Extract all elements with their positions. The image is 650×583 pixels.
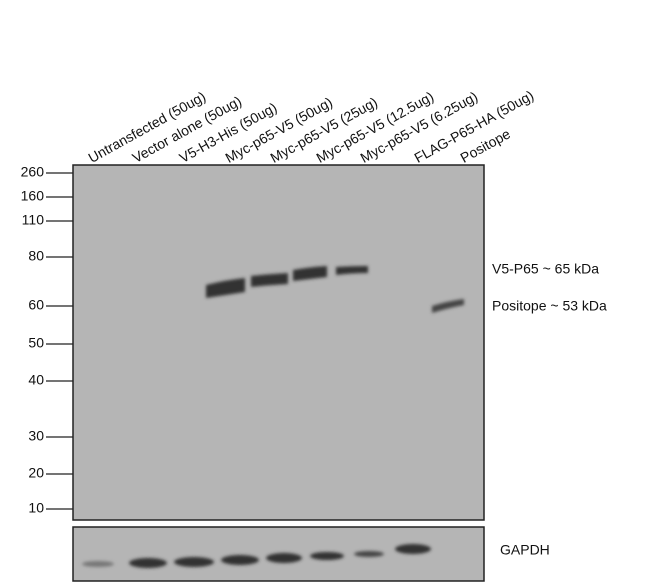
annotation: Positope ~ 53 kDa (492, 298, 607, 314)
band (395, 544, 431, 554)
marker-label: 260 (21, 164, 45, 180)
marker-label: 30 (28, 428, 44, 444)
band (251, 273, 288, 287)
marker-label: 160 (21, 188, 45, 204)
band (206, 278, 245, 298)
marker-label: 50 (28, 335, 44, 351)
band (266, 553, 302, 563)
band (129, 558, 167, 568)
band (310, 552, 344, 560)
band (336, 266, 368, 275)
band (221, 555, 259, 565)
marker-label: 80 (28, 248, 44, 264)
bands (82, 266, 464, 568)
marker-label: 110 (22, 212, 45, 228)
marker-label: 40 (28, 372, 44, 388)
band (82, 561, 114, 567)
band (432, 299, 464, 313)
band (174, 557, 214, 567)
marker-label: 20 (28, 465, 44, 481)
annotation: V5-P65 ~ 65 kDa (492, 261, 599, 277)
main-blot (72, 164, 485, 521)
marker-label: 60 (28, 297, 44, 313)
marker-label: 10 (28, 500, 44, 516)
band (293, 266, 327, 281)
loading-control-label: GAPDH (500, 542, 550, 558)
band (354, 551, 384, 557)
